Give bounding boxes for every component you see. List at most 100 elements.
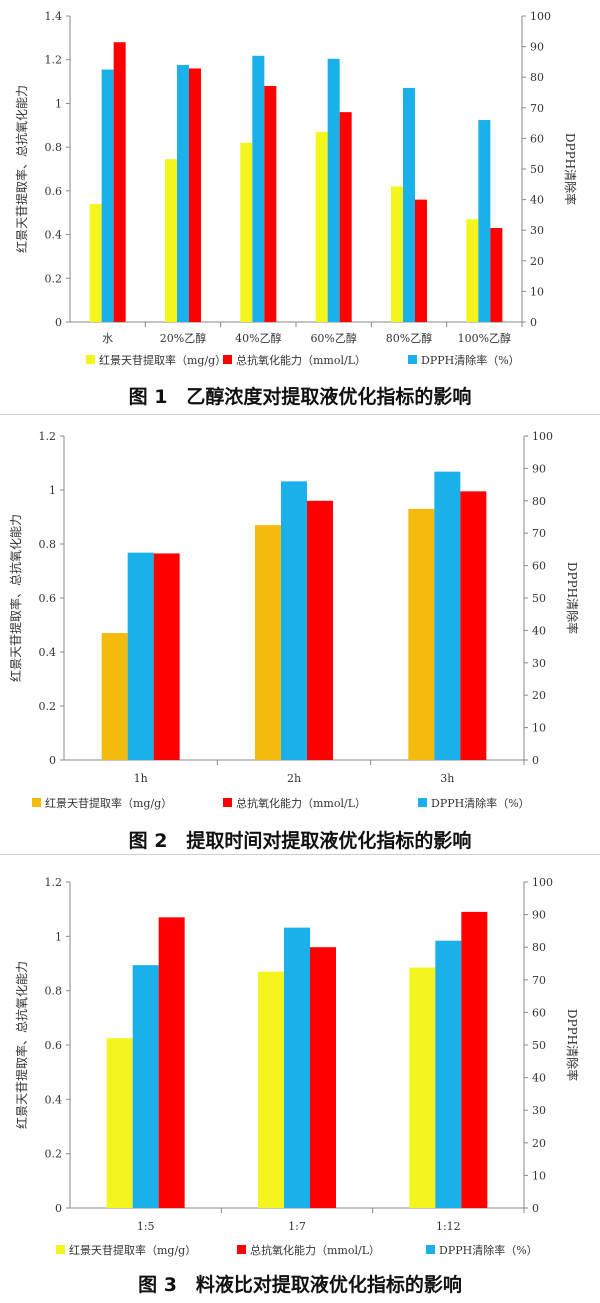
- y-tick-label: 1.2: [45, 876, 63, 889]
- bar: [310, 947, 336, 1208]
- y-tick-label: 1: [55, 930, 62, 943]
- y2-tick-label: 0: [530, 316, 537, 329]
- legend-label: DPPH清除率（%）: [439, 1243, 538, 1257]
- bar: [113, 42, 126, 322]
- bar: [435, 940, 462, 1208]
- y2-axis-title: DPPH清除率: [565, 562, 580, 634]
- figure-2-caption: 图 2 提取时间对提取液优化指标的影响: [128, 830, 472, 852]
- y-tick-label: 0.6: [45, 185, 63, 198]
- y2-tick-label: 50: [532, 1039, 546, 1052]
- bar: [132, 965, 159, 1208]
- x-tick-label: 水: [102, 332, 113, 345]
- divider: [0, 854, 600, 855]
- y-tick-label: 0.4: [39, 646, 57, 659]
- legend-swatch: [426, 1245, 435, 1254]
- x-tick-label: 20%乙醇: [160, 331, 206, 345]
- y-tick-label: 1.2: [39, 430, 57, 443]
- y-tick-label: 1: [49, 484, 56, 497]
- bar: [165, 159, 177, 322]
- y2-tick-label: 0: [532, 754, 539, 767]
- x-tick-label: 80%乙醇: [386, 331, 432, 345]
- legend-swatch: [86, 355, 95, 364]
- bar: [153, 553, 180, 760]
- bar: [106, 1038, 133, 1208]
- y2-tick-label: 80: [530, 71, 544, 84]
- bar: [281, 481, 307, 760]
- x-tick-label: 1:5: [137, 1220, 155, 1233]
- bar: [460, 491, 487, 760]
- x-tick-label: 40%乙醇: [235, 331, 281, 345]
- y-tick-label: 0.6: [45, 1039, 63, 1052]
- bar: [240, 142, 253, 322]
- y2-tick-label: 30: [532, 657, 546, 670]
- bar: [461, 911, 488, 1208]
- bar: [255, 525, 281, 760]
- legend-label: DPPH清除率（%）: [421, 353, 520, 367]
- y2-tick-label: 80: [532, 495, 546, 508]
- figure-3: 0 0.2 0.4 0.6 0.8 1 1.2 0 10 20 30 40 50 60 70 80 90 100 红…: [0, 856, 600, 1303]
- y-tick-label: 1.2: [45, 54, 63, 67]
- y2-tick-label: 40: [530, 194, 544, 207]
- chart-1: 0 0.2 0.4 0.6 0.8 1 1.2 1.4 0 10 20 30 40 50 60 70 80 90 1…: [14, 10, 578, 367]
- y2-tick-label: 70: [530, 102, 544, 115]
- legend-label: 总抗氧化能力（mmol/L）: [236, 796, 366, 810]
- y-tick-label: 0.8: [45, 985, 63, 998]
- x-tick-label: 60%乙醇: [310, 331, 356, 345]
- y2-tick-label: 60: [532, 560, 546, 573]
- bar: [415, 199, 427, 322]
- bar: [89, 203, 102, 322]
- legend-label: 总抗氧化能力（mmol/L）: [236, 353, 366, 367]
- y-tick-label: 1.4: [45, 10, 63, 23]
- x-tick-label: 1:12: [436, 1220, 461, 1233]
- y2-tick-label: 90: [532, 909, 546, 922]
- figure-1: 0 0.2 0.4 0.6 0.8 1 1.2 1.4 0 10 20 30 40 50 60 70 80 90 1…: [0, 0, 600, 416]
- figure-2: 0 0.2 0.4 0.6 0.8 1 1.2 0 10 20 30 40 50 60 70 80 90 100 红…: [0, 416, 600, 856]
- bar: [127, 552, 154, 760]
- y-tick-label: 0: [55, 1202, 62, 1215]
- bar: [409, 967, 436, 1208]
- y2-tick-label: 100: [530, 10, 551, 23]
- y-tick-label: 0.2: [39, 700, 57, 713]
- legend-swatch: [32, 798, 41, 807]
- y-tick-label: 0.8: [45, 141, 63, 154]
- y2-tick-label: 30: [530, 224, 544, 237]
- legend-swatch: [237, 1245, 246, 1254]
- y-tick-label: 0.2: [45, 272, 63, 285]
- bar: [490, 228, 503, 322]
- bar: [177, 64, 189, 323]
- y2-tick-label: 70: [532, 527, 546, 540]
- y2-tick-label: 100: [532, 876, 553, 889]
- y2-tick-label: 10: [530, 285, 544, 298]
- bar: [408, 508, 435, 760]
- y2-tick-label: 20: [532, 689, 546, 702]
- bar: [101, 633, 128, 760]
- y-axis-title: 红景天苷提取率、总抗氧化能力: [8, 514, 23, 682]
- y2-axis-title: DPPH清除率: [563, 133, 578, 205]
- y2-tick-label: 50: [530, 163, 544, 176]
- legend-swatch: [408, 355, 417, 364]
- legend-label: DPPH清除率（%）: [431, 796, 530, 810]
- y2-tick-label: 40: [532, 1072, 546, 1085]
- bar: [434, 471, 461, 760]
- y2-tick-label: 60: [530, 132, 544, 145]
- y-tick-label: 0.8: [39, 538, 57, 551]
- legend-swatch: [223, 355, 232, 364]
- bar: [403, 87, 415, 322]
- y2-tick-label: 50: [532, 592, 546, 605]
- x-tick-label: 1:7: [288, 1220, 306, 1233]
- y2-tick-label: 10: [532, 722, 546, 735]
- divider: [0, 414, 600, 415]
- y2-tick-label: 80: [532, 941, 546, 954]
- x-tick-label: 100%乙醇: [458, 331, 511, 345]
- y2-tick-label: 10: [532, 1169, 546, 1182]
- x-tick-label: 3h: [440, 772, 454, 785]
- bar: [391, 186, 403, 322]
- y-tick-label: 1: [55, 97, 62, 110]
- y-tick-label: 0: [55, 316, 62, 329]
- y2-tick-label: 70: [532, 974, 546, 987]
- bar: [327, 58, 340, 323]
- chart-3: 0 0.2 0.4 0.6 0.8 1 1.2 0 10 20 30 40 50 60 70 80 90 100 红…: [14, 876, 580, 1257]
- legend-swatch: [56, 1245, 65, 1254]
- y2-tick-label: 90: [530, 41, 544, 54]
- y-axis-title: 红景天苷提取率、总抗氧化能力: [14, 961, 29, 1129]
